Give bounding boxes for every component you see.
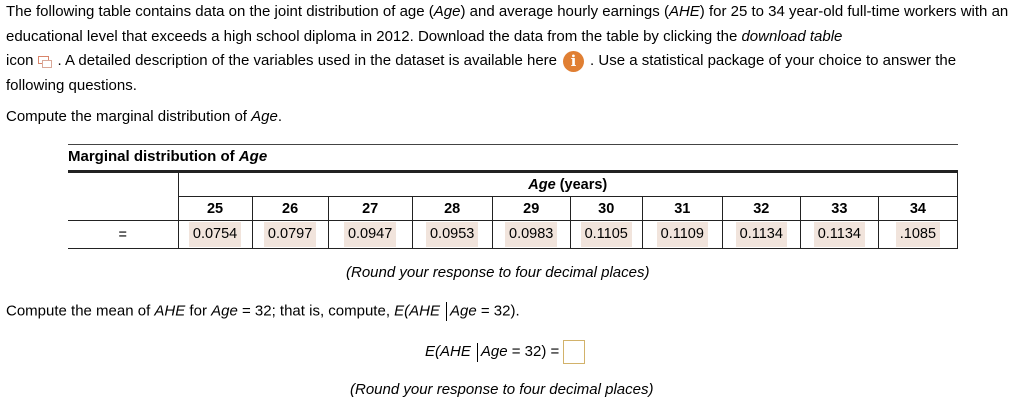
rounding-note: (Round your response to four decimal pla… <box>346 264 650 281</box>
age-header: Age (years) <box>177 173 959 197</box>
row-label: = <box>68 220 179 249</box>
age-header-row: 25 26 27 28 29 30 31 32 33 34 <box>68 196 959 221</box>
answer-value[interactable]: 0.0947 <box>343 222 397 247</box>
question-marginal-distribution: Compute the marginal distribution of Age… <box>6 108 282 125</box>
blank-cell <box>68 196 179 221</box>
age-variable: Age <box>238 148 268 165</box>
answer-value[interactable]: 0.1134 <box>735 222 787 247</box>
age-variable: Age <box>450 302 477 320</box>
download-table-icon[interactable] <box>37 55 52 69</box>
answer-value[interactable]: 0.1109 <box>656 222 708 247</box>
age-variable: Age <box>528 176 556 193</box>
value-cell: 0.0953 <box>411 220 493 249</box>
intro-text: . Use a statistical package of your choi… <box>6 52 957 94</box>
question-text: Compute the marginal distribution of <box>6 108 252 125</box>
answer-value[interactable]: 0.1134 <box>813 222 865 247</box>
question-text: . <box>277 108 283 125</box>
age-header-cell: 29 <box>491 196 571 221</box>
question-text: Compute the mean of <box>6 302 155 320</box>
age-variable: Age <box>433 3 461 20</box>
age-variable: Age <box>480 342 508 360</box>
value-cell: 0.0983 <box>491 220 571 249</box>
answer-value[interactable]: 0.0983 <box>505 222 558 247</box>
age-variable: Age <box>211 302 238 320</box>
age-header-cell: 34 <box>877 196 959 221</box>
expectation-expr: E(AHE <box>394 302 440 320</box>
answer-value[interactable]: 0.0953 <box>425 222 479 247</box>
question-text: for <box>185 302 212 320</box>
value-cell: 0.0754 <box>177 220 253 249</box>
intro-text: icon <box>6 52 34 69</box>
value-cell: .1085 <box>877 220 959 249</box>
ahe-variable: AHE <box>668 3 700 20</box>
ahe-variable: AHE <box>154 302 186 320</box>
probability-row: = 0.0754 0.0797 0.0947 0.0953 0.0983 0.1… <box>68 220 959 249</box>
age-unit: (years) <box>555 176 608 193</box>
info-icon[interactable]: i <box>563 50 585 72</box>
question-conditional-mean: Compute the mean of AHE for Age = 32; th… <box>6 302 520 321</box>
answer-value[interactable]: 0.1105 <box>580 222 632 247</box>
conditional-bar <box>446 302 447 321</box>
value-cell: 0.0797 <box>251 220 329 249</box>
value-cell: 0.1105 <box>569 220 643 249</box>
age-variable: Age <box>251 108 278 125</box>
conditional-bar <box>476 342 478 362</box>
age-header-cell: 30 <box>569 196 643 221</box>
answer-value[interactable]: .1085 <box>895 222 941 247</box>
age-header-cell: 33 <box>799 196 879 221</box>
age-header-cell: 26 <box>251 196 329 221</box>
table-title: Marginal distribution of Age <box>68 144 958 173</box>
intro-text: The following table contains data on the… <box>6 3 434 20</box>
value-cell: 0.1134 <box>799 220 879 249</box>
expectation-expr: E(AHE <box>425 342 471 360</box>
table-title-text: Marginal distribution of <box>68 148 239 165</box>
answer-value[interactable]: 0.0797 <box>263 222 317 247</box>
value-cell: 0.0947 <box>327 220 413 249</box>
intro-text: ) for 25 to 34 year-old full-time worker… <box>6 3 1009 45</box>
age-header-cell: 25 <box>177 196 253 221</box>
value-cell: 0.1134 <box>721 220 801 249</box>
download-table-emphasis: download table <box>741 27 843 45</box>
answer-value[interactable]: 0.0754 <box>188 222 242 247</box>
rounding-note: (Round your response to four decimal pla… <box>350 381 654 398</box>
question-text: . <box>515 302 520 320</box>
intro-text: ) and average hourly earnings ( <box>460 3 669 20</box>
marginal-distribution-table: Marginal distribution of Age Age (years)… <box>68 144 959 249</box>
age-header-cell: 28 <box>411 196 493 221</box>
intro-text: . A detailed description of the variable… <box>57 52 558 69</box>
answer-input[interactable] <box>563 340 586 364</box>
answer-label: = 32) = <box>507 342 560 360</box>
age-header-cell: 27 <box>327 196 413 221</box>
question-text: = 32) <box>476 302 516 320</box>
table-corner <box>68 173 178 197</box>
question-text: = 32; that is, compute, <box>237 302 395 320</box>
value-cell: 0.1109 <box>641 220 723 249</box>
age-header-cell: 31 <box>641 196 723 221</box>
problem-intro: The following table contains data on the… <box>6 0 1016 98</box>
age-header-cell: 32 <box>721 196 801 221</box>
answer-line: E(AHE Age = 32) = <box>425 340 586 364</box>
